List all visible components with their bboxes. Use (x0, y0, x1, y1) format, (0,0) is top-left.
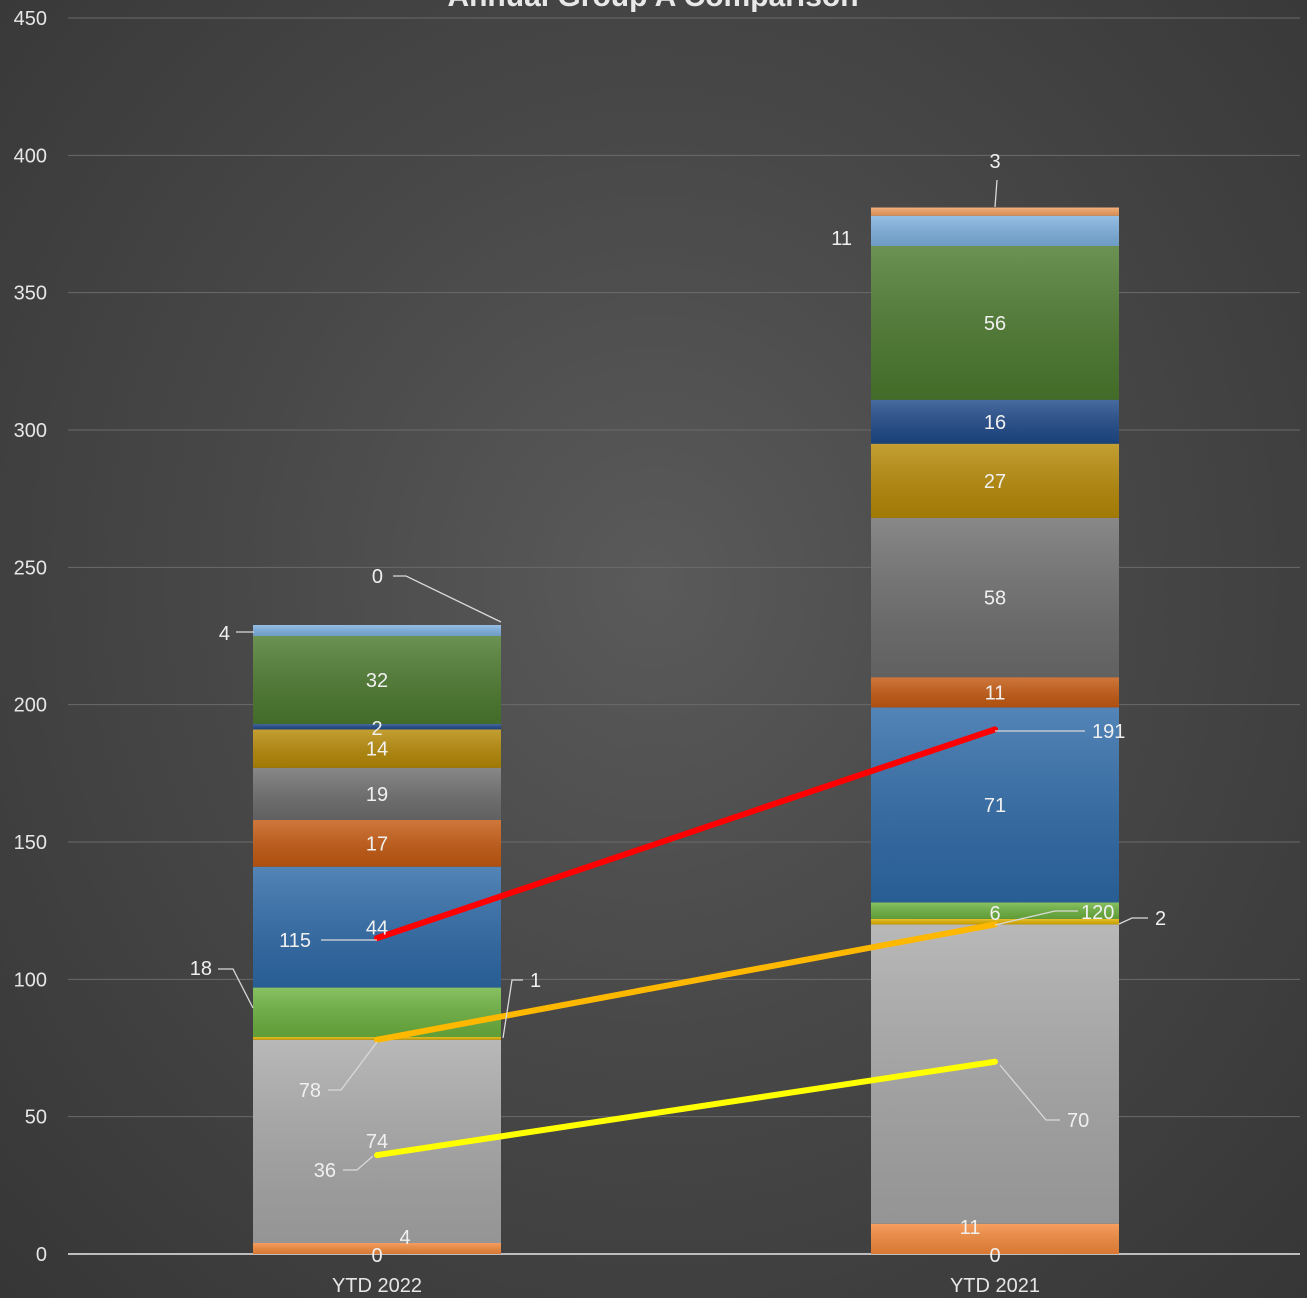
bars (253, 207, 1119, 1254)
leader-line (994, 910, 1078, 926)
trend-lines (374, 726, 998, 1159)
trend-line (374, 921, 998, 1043)
data-label: 44 (366, 918, 388, 940)
data-label: 0 (371, 1245, 382, 1267)
data-label: 0 (372, 566, 383, 588)
trend-line-label: 78 (299, 1080, 321, 1102)
data-label: 58 (984, 588, 1006, 610)
y-tick-label: 250 (14, 557, 47, 579)
leader-line (999, 1064, 1060, 1121)
data-label: 16 (984, 412, 1006, 434)
bar-segment-shade (871, 207, 1119, 216)
y-tick-label: 300 (14, 420, 47, 442)
data-label: 17 (366, 833, 388, 855)
bar-segment-shade (871, 1223, 1119, 1254)
data-label: 14 (366, 739, 388, 761)
trend-line-label: 191 (1092, 721, 1125, 743)
data-label: 71 (984, 795, 1006, 817)
bar-segment-shade (253, 1243, 501, 1254)
leader-line (994, 179, 998, 208)
leader-line (502, 979, 523, 1039)
data-label: 0 (989, 1245, 1000, 1267)
data-label: 6 (989, 903, 1000, 925)
trend-line-label: 36 (314, 1160, 336, 1182)
bar-segment-shade (871, 677, 1119, 708)
x-axis: YTD 2022 YTD 2021 (332, 1275, 1040, 1297)
bar-segment-shade (253, 987, 501, 1038)
y-tick-label: 100 (14, 969, 47, 991)
bar-segment-shade (253, 866, 501, 988)
bar-segment-shade (871, 215, 1119, 246)
bar-segment-shade (871, 245, 1119, 400)
leader-line (328, 1041, 378, 1091)
data-label: 2 (1155, 908, 1166, 930)
trend-line (374, 1058, 998, 1159)
leader-line (218, 968, 254, 1009)
bar-segment-shade (871, 707, 1119, 903)
data-label: 2 (371, 718, 382, 740)
leader-line (1118, 917, 1148, 925)
leader-line (393, 575, 502, 623)
y-tick-label: 200 (14, 695, 47, 717)
data-label: 18 (190, 958, 212, 980)
data-label: 11 (960, 1217, 981, 1239)
bar-segment-shade (253, 625, 501, 636)
bar-segment-shade (253, 820, 501, 867)
y-tick-label: 400 (14, 145, 47, 167)
leader-line (343, 1155, 374, 1171)
category-label: YTD 2022 (332, 1275, 422, 1297)
bar-segment-shade (253, 729, 501, 768)
bar-segment-shade (871, 517, 1119, 678)
data-label: 27 (984, 471, 1006, 493)
bar-segment-shade (871, 902, 1119, 919)
trend-line-label: 70 (1067, 1110, 1089, 1132)
y-tick-label: 0 (36, 1244, 47, 1266)
trend-line-label: 120 (1081, 902, 1114, 924)
category-label: YTD 2021 (950, 1275, 1040, 1297)
y-tick-label: 150 (14, 832, 47, 854)
trend-line-label: 115 (279, 930, 311, 952)
data-label: 4 (399, 1227, 410, 1249)
chart-title: Annual Group A Comparison (447, 0, 858, 13)
data-label: 11 (985, 682, 1006, 704)
data-label: 3 (989, 151, 1000, 173)
data-label: 56 (984, 313, 1006, 335)
bar-segment-shade (871, 443, 1119, 518)
y-tick-label: 50 (25, 1107, 47, 1129)
data-label: 1 (530, 970, 541, 992)
data-label: 32 (366, 670, 388, 692)
y-tick-label: 350 (14, 283, 47, 305)
bar-segment-shade (253, 636, 501, 724)
y-tick-label: 450 (14, 8, 47, 30)
data-label: 4 (219, 623, 230, 645)
data-label: 11 (831, 228, 852, 250)
trend-line (374, 726, 998, 942)
bar-segment-shade (253, 767, 501, 821)
data-label: 19 (366, 784, 388, 806)
bar-segment-shade (871, 399, 1119, 444)
bar-segment-shade (253, 723, 501, 730)
data-label: 74 (366, 1131, 388, 1153)
